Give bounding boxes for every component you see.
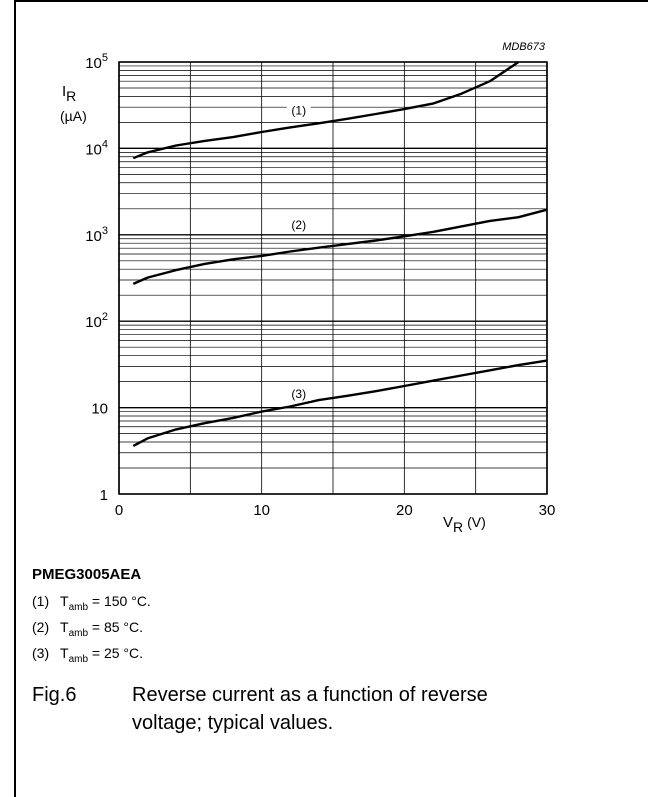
legend-item-value: = 150 °C. [88, 593, 151, 609]
x-tick-label: 20 [396, 502, 413, 519]
legend-item-subscript: amb [68, 627, 89, 639]
legend-block: PMEG3005AEA (1) Tamb = 150 °C. (2) Tamb = 8… [32, 566, 151, 670]
plot-border [118, 61, 548, 495]
series-label-2: (2) [291, 218, 306, 232]
caption-text: Reverse current as a function of reverse… [132, 684, 488, 734]
series-label-1: (1) [291, 104, 306, 118]
y-tick-label: 10 [91, 401, 108, 418]
x-tick-label: 30 [539, 502, 556, 519]
series-label-3: (3) [291, 387, 306, 401]
curve-2 [132, 208, 548, 285]
y-tick-label: 1 [100, 487, 108, 504]
figure-number: Fig.6 [32, 684, 77, 706]
x-axis-label: VR (V) [443, 514, 486, 535]
curve-3 [132, 359, 548, 447]
legend-item-number: (3) [32, 644, 50, 661]
figure-frame [14, 0, 648, 797]
x-tick-label: 10 [253, 502, 270, 519]
y-axis-label: IR (µA) [60, 83, 87, 124]
legend-item-symbol: T [60, 593, 69, 609]
legend-item-symbol: T [60, 644, 69, 661]
svg-text:(µA): (µA) [60, 108, 87, 124]
chart-grid [118, 61, 548, 495]
device-name: PMEG3005AEA [32, 566, 142, 583]
chart-tick-labels: 0 10 20 30 1 10 102 103 104 105 [85, 52, 555, 519]
y-tick-label: 105 [85, 52, 108, 72]
series-label-bg [286, 387, 311, 402]
series-label-bg [286, 103, 311, 118]
legend-item-1: (1) Tamb = 150 °C. [32, 593, 151, 613]
legend-rows: (1) Tamb = 150 °C. (2) Tamb = 85 °C. (3) Tamb… [32, 593, 151, 664]
y-tick-label: 103 [85, 225, 108, 245]
chart-curves [132, 61, 548, 447]
legend-item-number: (1) [32, 593, 50, 609]
y-tick-label: 104 [85, 138, 108, 158]
figure-caption: Fig.6 Reverse current as a function of re… [32, 681, 512, 737]
legend-item-number: (2) [32, 618, 50, 635]
legend-item-value: = 25 °C. [88, 644, 144, 661]
series-label-bg [286, 217, 311, 232]
legend-item-symbol: T [60, 618, 69, 635]
chart-series-labels: (1) (2) (3) [286, 103, 311, 402]
legend-item-value: = 85 °C. [88, 618, 144, 635]
legend-item-2: (2) Tamb = 85 °C. [32, 619, 151, 639]
legend-item-3: (3) Tamb = 25 °C. [32, 645, 151, 665]
svg-text:VR(V): VR (V) [443, 514, 486, 535]
x-tick-label: 0 [115, 502, 123, 519]
legend-item-subscript: amb [68, 653, 89, 665]
svg-text:IR: IR [62, 83, 76, 104]
curve-1 [132, 61, 520, 160]
y-tick-label: 102 [85, 311, 108, 331]
figure-code: MDB673 [502, 41, 546, 53]
legend-item-subscript: amb [68, 601, 89, 613]
